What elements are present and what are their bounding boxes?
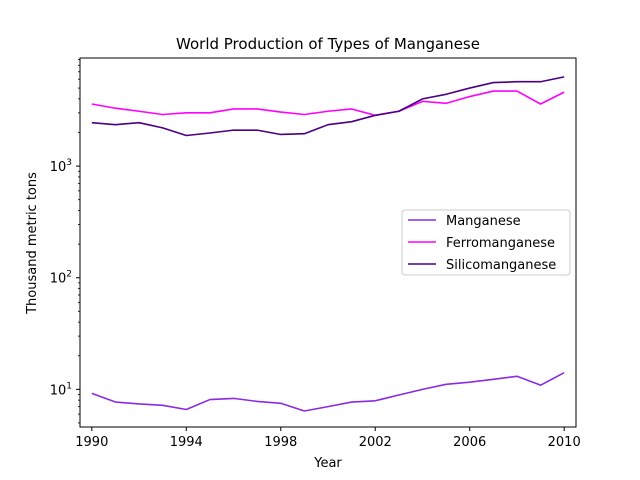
legend-box bbox=[401, 209, 571, 276]
x-tick-label: 2002 bbox=[359, 435, 392, 450]
y-tick-label: 102 bbox=[50, 270, 72, 287]
y-tick-label: 103 bbox=[50, 158, 72, 175]
legend-label: Ferromanganese bbox=[446, 236, 555, 251]
y-tick-label: 101 bbox=[50, 381, 72, 398]
legend-label: Manganese bbox=[446, 214, 521, 229]
plot-frame bbox=[79, 57, 577, 428]
x-tick-label: 2006 bbox=[453, 435, 486, 450]
x-tick-label: 1990 bbox=[75, 435, 108, 450]
chart-title: World Production of Types of Manganese bbox=[176, 35, 480, 53]
y-tick-label-exponent: 2 bbox=[66, 270, 72, 280]
x-tick-label: 1994 bbox=[170, 435, 203, 450]
series-line-manganese bbox=[91, 371, 565, 412]
y-tick-label-base: 10 bbox=[50, 383, 67, 398]
y-tick-label-exponent: 1 bbox=[66, 381, 72, 391]
y-axis-label: Thousand metric tons bbox=[25, 172, 40, 315]
y-tick-label-base: 10 bbox=[50, 160, 67, 175]
x-tick-label: 1998 bbox=[264, 435, 297, 450]
x-tick-label: 2010 bbox=[548, 435, 581, 450]
series-layer bbox=[91, 76, 565, 412]
y-tick-label-base: 10 bbox=[50, 272, 67, 287]
legend-label: Silicomanganese bbox=[446, 258, 556, 273]
plot-area bbox=[79, 57, 577, 428]
y-tick-label-exponent: 3 bbox=[66, 158, 72, 168]
x-axis: 1990 1994 1998 2002 2006 2010 bbox=[75, 427, 581, 450]
legend: Manganese Ferromanganese Silicomanganese bbox=[401, 209, 571, 276]
series-line-ferromanganese bbox=[91, 90, 565, 117]
x-axis-label: Year bbox=[313, 456, 342, 471]
series-line-silicomanganese bbox=[91, 76, 565, 137]
